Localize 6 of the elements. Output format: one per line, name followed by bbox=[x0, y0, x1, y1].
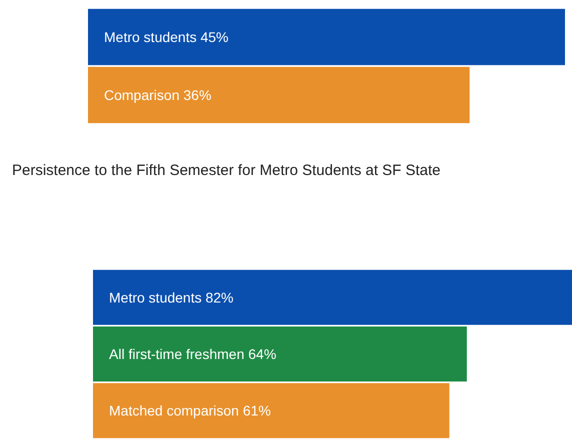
data-label: Comparison 36% bbox=[104, 87, 212, 103]
data-label: Metro students 82% bbox=[109, 289, 234, 306]
data-label: Metro students 45% bbox=[104, 29, 229, 45]
data-label: All first-time freshmen 64% bbox=[109, 346, 276, 362]
data-label: Matched comparison 61% bbox=[109, 402, 271, 419]
chart-title: Persistence to the Fifth Semester for Metro Students at SF State bbox=[12, 161, 442, 181]
